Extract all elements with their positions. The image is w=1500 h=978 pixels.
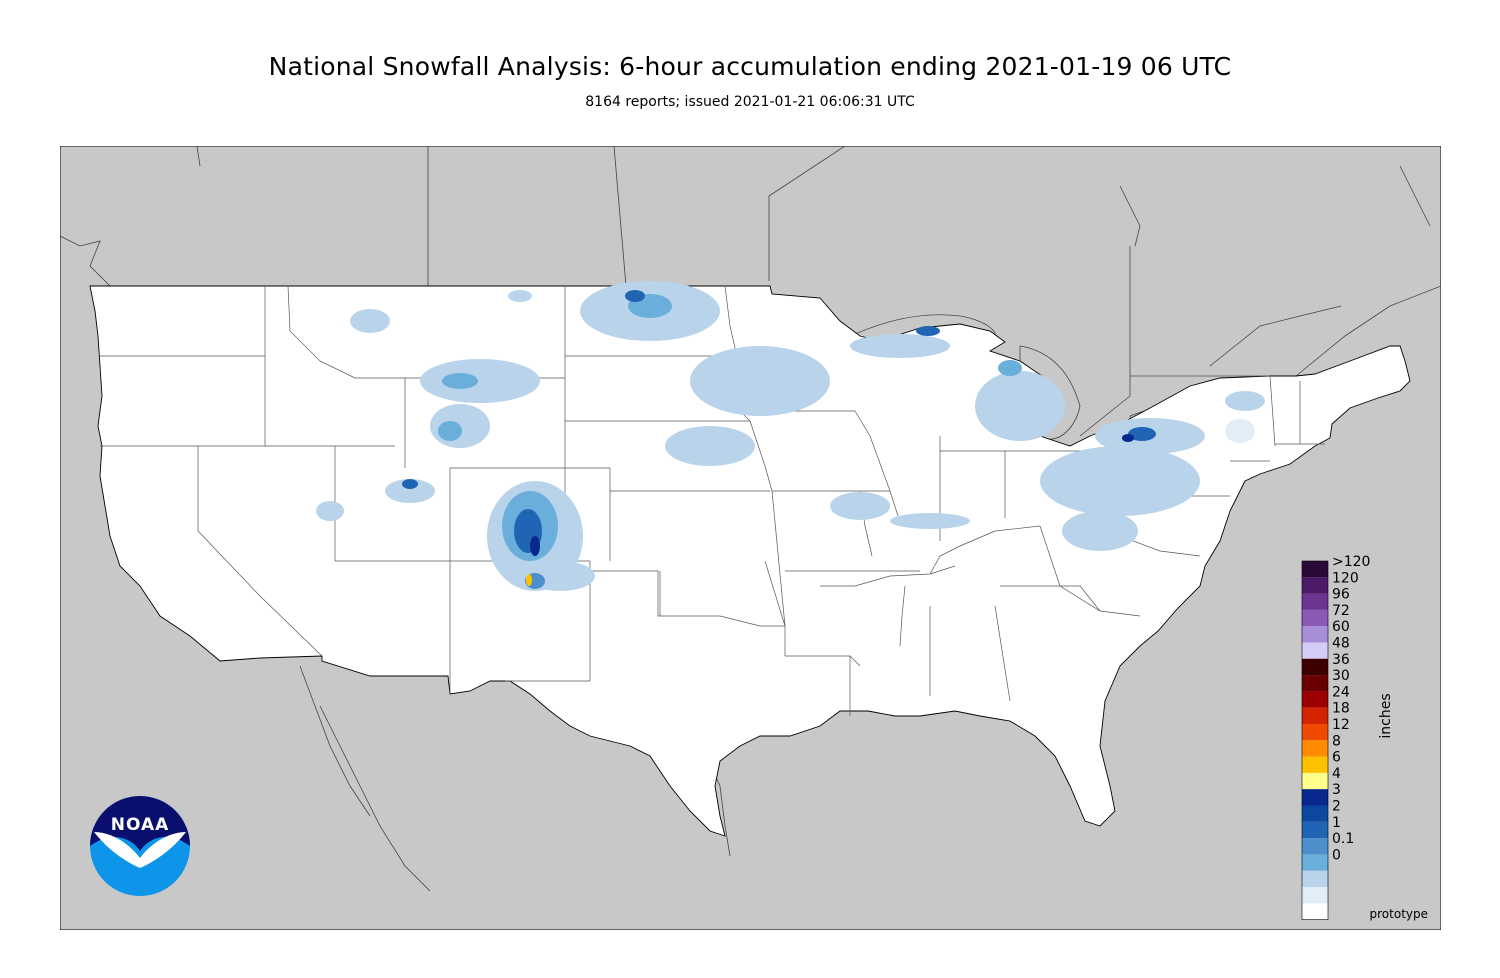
legend-label: 12 bbox=[1332, 717, 1350, 733]
legend-label: 8 bbox=[1332, 733, 1341, 749]
legend-label: 0 bbox=[1332, 847, 1341, 863]
legend-swatch bbox=[1302, 593, 1328, 610]
noaa-logo-bird bbox=[94, 832, 186, 868]
footnote: prototype bbox=[1370, 907, 1428, 921]
legend-label: 4 bbox=[1332, 766, 1341, 782]
legend-swatch bbox=[1302, 707, 1328, 724]
noaa-logo: NOAA bbox=[90, 796, 190, 896]
legend-swatch bbox=[1302, 642, 1328, 659]
legend-swatch bbox=[1302, 887, 1328, 904]
legend-swatch bbox=[1302, 724, 1328, 741]
legend bbox=[1301, 560, 1329, 920]
conus-land bbox=[89, 285, 1411, 837]
legend-swatch bbox=[1302, 658, 1328, 676]
legend-swatch bbox=[1302, 626, 1328, 643]
legend-label: 6 bbox=[1332, 750, 1341, 766]
legend-swatch bbox=[1302, 854, 1328, 871]
legend-swatch bbox=[1302, 577, 1328, 594]
legend-label: 0.1 bbox=[1332, 831, 1354, 847]
noaa-logo-top bbox=[90, 796, 190, 851]
legend-label: 48 bbox=[1332, 636, 1350, 652]
legend-swatch bbox=[1302, 609, 1328, 627]
legend-label: 24 bbox=[1332, 684, 1350, 700]
legend-label: >120 bbox=[1332, 554, 1370, 570]
map-title: National Snowfall Analysis: 6-hour accum… bbox=[268, 52, 1232, 81]
legend-label: 36 bbox=[1332, 652, 1350, 668]
legend-swatch bbox=[1302, 772, 1328, 790]
legend-swatch bbox=[1302, 805, 1328, 822]
legend-swatch bbox=[1302, 756, 1328, 773]
map-subtitle: 8164 reports; issued 2021-01-21 06:06:31… bbox=[585, 94, 915, 110]
legend-frame bbox=[1301, 560, 1329, 920]
legend-swatch bbox=[1302, 789, 1328, 806]
legend-label: 30 bbox=[1332, 668, 1350, 684]
legend-label: 60 bbox=[1332, 619, 1350, 635]
legend-swatch bbox=[1302, 870, 1328, 887]
legend-swatch bbox=[1302, 838, 1328, 855]
legend-label: 72 bbox=[1332, 603, 1350, 619]
legend-swatch bbox=[1302, 821, 1328, 839]
snowfall-map: NOAA >1201209672604836302418128643210.10… bbox=[60, 146, 1441, 930]
legend-swatch bbox=[1302, 561, 1328, 578]
legend-swatch bbox=[1302, 691, 1328, 708]
legend-label: 3 bbox=[1332, 782, 1341, 798]
noaa-logo-text: NOAA bbox=[111, 815, 170, 835]
legend-label: 2 bbox=[1332, 799, 1341, 815]
legend-swatch bbox=[1302, 903, 1328, 920]
snowfall-shading bbox=[316, 281, 1265, 591]
legend-label: 18 bbox=[1332, 701, 1350, 717]
legend-units: inches bbox=[1378, 693, 1394, 738]
legend-label: 120 bbox=[1332, 570, 1359, 586]
legend-swatch bbox=[1302, 740, 1328, 757]
legend-swatch bbox=[1302, 675, 1328, 692]
legend-label: 96 bbox=[1332, 587, 1350, 603]
legend-label: 1 bbox=[1332, 815, 1341, 831]
